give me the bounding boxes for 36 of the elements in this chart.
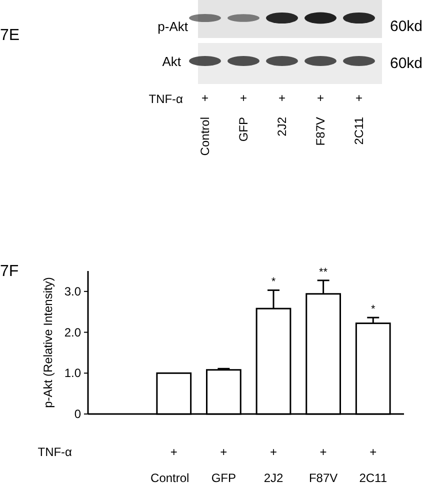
text: + bbox=[316, 91, 324, 105]
y-tick-label: 2.0 bbox=[64, 325, 82, 340]
text: Akt bbox=[162, 54, 182, 69]
text: + bbox=[240, 91, 248, 105]
text: + bbox=[220, 445, 228, 459]
text: p-Akt bbox=[158, 19, 188, 34]
y-tick-label: 3.0 bbox=[64, 284, 82, 298]
text: 7F bbox=[0, 263, 19, 280]
category-label: GFP bbox=[236, 117, 250, 142]
category-label: Control bbox=[198, 117, 212, 156]
y-tick-label: 1.0 bbox=[64, 366, 82, 380]
y-axis-title: p-Akt (Relative Intensity) bbox=[41, 277, 55, 408]
x-tick-label: F87V bbox=[308, 471, 338, 485]
annotation: * bbox=[370, 304, 376, 316]
category-label: F87V bbox=[314, 117, 328, 146]
text: 60kd bbox=[390, 18, 423, 35]
text: 60kd bbox=[390, 55, 423, 72]
text: + bbox=[355, 91, 363, 105]
annotation: * bbox=[271, 276, 276, 288]
x-tick-label: 2J2 bbox=[264, 471, 284, 485]
annotation: ** bbox=[319, 266, 328, 278]
x-tick-label: GFP bbox=[211, 471, 236, 485]
text: + bbox=[320, 445, 327, 459]
text: TNF-α bbox=[148, 92, 184, 106]
x-tick-label: Control bbox=[150, 471, 190, 485]
text: + bbox=[278, 91, 286, 105]
text: TNF-α bbox=[38, 445, 72, 459]
text: + bbox=[270, 445, 278, 459]
text: + bbox=[370, 445, 377, 459]
category-label: 2J2 bbox=[275, 116, 289, 136]
y-tick-label: 0 bbox=[74, 407, 82, 421]
text: + bbox=[170, 445, 178, 459]
text: 7E bbox=[0, 27, 20, 44]
x-tick-label: 2C11 bbox=[359, 471, 388, 485]
text: + bbox=[201, 91, 209, 105]
category-label: 2C11 bbox=[352, 116, 366, 145]
